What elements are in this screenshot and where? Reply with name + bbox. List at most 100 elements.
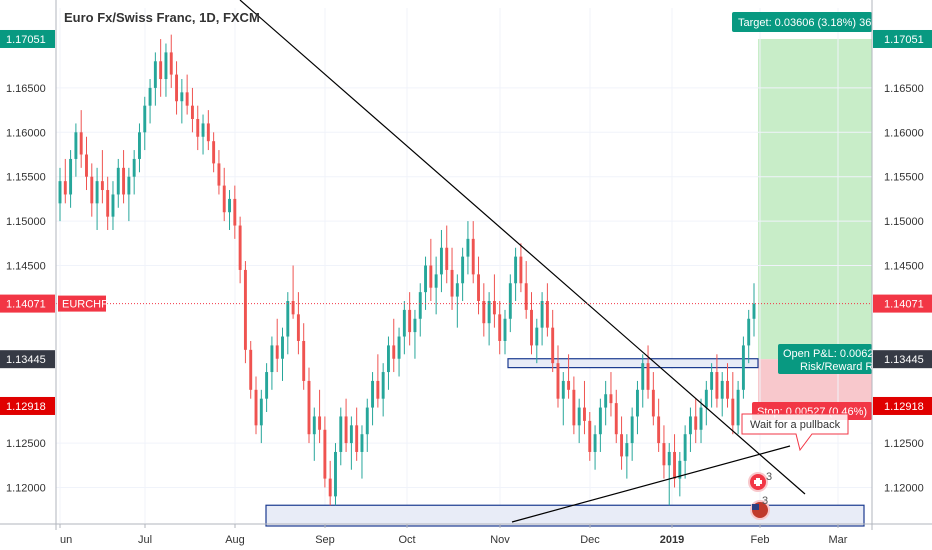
candle-body [58,181,62,204]
candle-body [212,141,216,164]
candle-body [63,181,67,195]
candle-body [190,105,194,119]
y-tick-label-left: 1.15500 [6,172,46,184]
pnl-label-bg [778,344,872,374]
candle-body [143,105,147,133]
candle-body [646,363,650,390]
candle-body [662,443,666,466]
candle-body [206,123,210,142]
candle-body [222,185,226,213]
candles [58,34,756,506]
candle-body [254,389,258,426]
grid [56,8,872,523]
candle-body [138,132,141,159]
candle-body [355,425,359,452]
candle-body [360,434,364,452]
target-label-bg [732,12,872,32]
pnl-label: Open P&L: 0.0062 [783,348,874,360]
candle-body [726,380,729,399]
candle-body [302,340,306,381]
candle-body [100,181,104,191]
candle-body [402,309,406,337]
candle-body [545,301,549,328]
candle-body [217,163,221,186]
symbol-tag-bg [58,295,106,312]
candle-body [344,416,348,444]
candle-body [111,194,115,217]
candle-body [477,274,480,302]
candle-body [148,87,152,106]
candle-body [392,345,396,359]
resistance-zone [507,358,759,369]
profit-area [758,38,872,360]
candle-body [461,256,465,284]
target-label: Target: 0.03606 (3.18%) 36 [738,17,871,29]
candle-body [79,132,83,155]
candle-body [620,434,624,457]
support-resistance-zones [265,358,865,527]
x-tick-label: Aug [225,534,245,546]
candle-body [583,407,586,421]
candle-body [667,451,671,466]
candle-body [122,167,126,195]
price-tag-right: 1.14071 [884,299,924,311]
candle-body [625,443,629,457]
candle-body [598,407,602,435]
candle-body [741,345,745,390]
price-tag-left-bg [0,350,55,369]
candle-body [424,265,427,293]
candle-body [387,345,390,373]
trend-lines[interactable] [239,0,806,523]
candle-body [593,434,597,452]
support-zone [265,504,865,527]
candle-body [471,238,475,275]
y-tick-label-left: 1.12000 [6,482,46,494]
flag-cross-v [756,478,760,486]
y-tick-label-left: 1.12500 [6,438,46,450]
candle-body [175,74,179,102]
candle-body [307,380,311,435]
candle-body [349,425,353,444]
candle-body [413,318,417,333]
candle-body [281,336,284,359]
candle-body [588,420,592,452]
candle-body [228,198,231,213]
candle-body [429,265,433,288]
candle-body [556,363,560,399]
price-tag-right-bg [873,29,932,48]
candle-body [514,256,518,284]
candle-body [127,176,131,195]
price-tag-right: 1.13445 [884,354,924,366]
candle-body [339,416,343,452]
candle-body [233,198,237,226]
y-tick-label-right: 1.16500 [884,83,924,95]
candle-body [439,247,443,275]
candle-body [577,407,581,426]
candle-body [561,380,565,399]
candle-body [455,283,459,297]
candle-body [90,176,94,204]
candle-body [445,247,449,270]
downtrend-line [239,0,806,495]
candle-body [720,380,724,399]
candle-body [201,123,205,137]
candle-body [265,372,269,399]
candle-body [323,429,327,479]
candle-body [180,92,184,102]
candle-body [482,301,486,324]
candle-body [159,61,163,80]
note-callout [741,413,849,452]
event-badge-us: 3 [750,495,770,520]
candle-body [508,283,512,319]
x-tick-label: 2019 [660,534,684,546]
y-tick-label-right: 1.12500 [884,438,924,450]
y-tick-label-left: 1.16000 [6,127,46,139]
candle-body [535,327,539,346]
y-tick-label-right: 1.16000 [884,127,924,139]
y-tick-label-left: 1.16500 [6,83,46,95]
y-tick-label-right: 1.14500 [884,261,924,273]
x-tick-label: Dec [580,534,600,546]
candle-body [270,345,274,373]
candle-body [572,389,576,426]
